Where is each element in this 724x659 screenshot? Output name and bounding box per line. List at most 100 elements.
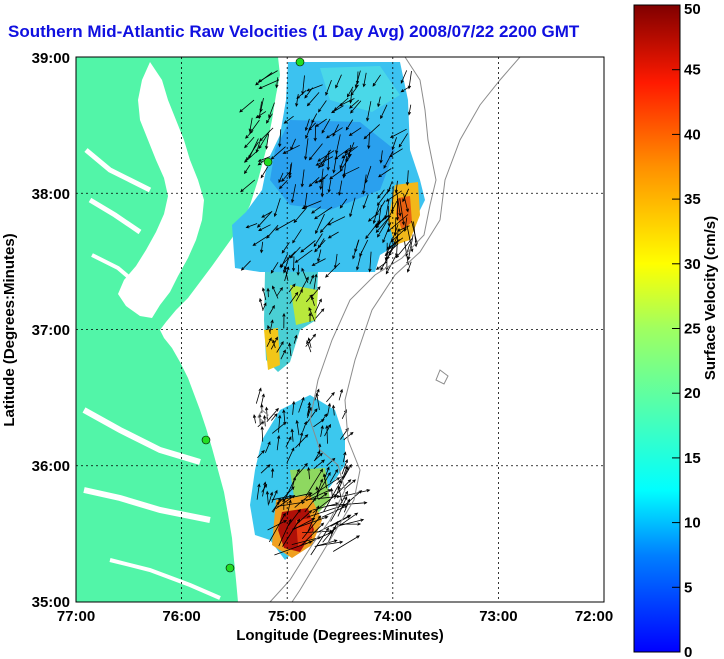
velocity-arrow [318,149,331,169]
velocity-arrow [398,133,408,148]
velocity-arrow [290,428,294,442]
velocity-arrow [325,425,329,444]
velocity-arrow [344,146,355,154]
colorbar-tick-label: 5 [684,579,692,596]
velocity-arrow [278,129,282,148]
velocity-arrow [268,102,275,119]
velocity-arrow [315,486,319,499]
velocity-arrow [319,217,334,233]
velocity-arrow [333,479,352,498]
y-tick-label: 37:00 [32,322,70,339]
velocity-arrow [332,535,360,552]
velocity-arrow [287,508,301,526]
velocity-arrow [282,518,301,547]
velocity-arrow [255,72,273,86]
velocity-arrow [256,210,273,228]
velocity-arrow [260,241,264,254]
velocity-arrow [318,174,329,183]
velocity-arrow [268,304,275,315]
radar-stations [201,57,305,573]
velocity-arrow [268,512,286,543]
velocity-arrow [291,184,296,204]
river-inlet [109,558,221,600]
velocity-arrow [327,501,368,507]
velocity-arrow [326,391,335,403]
velocity-arrow [345,119,354,131]
velocity-arrow [327,402,331,416]
radar-station-marker [201,435,211,445]
colorbar-tick-label: 50 [684,1,701,18]
velocity-arrow [257,449,265,459]
velocity-arrow [324,423,331,437]
y-tick-label: 38:00 [32,186,70,203]
velocity-arrow [298,431,304,447]
velocity-arrow [308,477,341,498]
colorbar-tick-label: 10 [684,515,701,532]
x-tick-label: 75:00 [268,608,306,625]
graticule [76,57,604,602]
velocity-arrow [269,319,274,333]
bathymetry-contours [257,57,521,602]
velocity-arrow [282,409,286,424]
velocity-arrow [325,262,341,278]
velocity-arrow [294,249,313,263]
radar-station-marker [263,157,273,167]
velocity-arrow [267,324,271,334]
velocity-arrow [405,170,410,186]
velocity-arrow [266,113,273,124]
velocity-arrow [338,180,343,196]
velocity-arrow [320,425,324,437]
velocity-arrow [362,72,367,88]
velocity-arrow [258,130,271,150]
velocity-arrow [356,251,363,271]
velocity-arrow [317,540,344,547]
velocity-arrow [266,337,272,347]
velocity-arrow [260,166,269,179]
velocity-arrow [348,127,362,137]
velocity-arrow [265,490,270,506]
velocity-arrow [339,489,371,498]
velocity-arrow [317,238,325,249]
velocity-arrow [308,307,316,322]
velocity-arrow [306,404,311,416]
velocity-arrow [335,134,341,155]
velocity-arrow [257,156,271,162]
velocity-arrow [265,441,271,453]
velocity-arrow [327,231,339,239]
velocity-arrow [260,425,264,442]
velocity-arrow [312,471,331,503]
velocity-arrow [343,479,356,490]
velocity-arrow [331,404,336,416]
velocity-arrow [379,150,383,164]
velocity-arrow [407,104,412,116]
velocity-arrow [243,164,251,175]
velocity-arrow [310,295,315,306]
velocity-arrow [282,312,286,329]
velocity-arrow [342,451,347,463]
velocity-arrow [321,413,328,421]
velocity-arrow [305,468,323,497]
velocity-arrow [288,164,292,177]
velocity-arrow [325,127,343,139]
velocity-arrow [338,388,343,401]
velocity-arrow [319,168,324,191]
velocity-arrow [289,291,299,304]
river-inlet [83,487,211,523]
velocity-arrow [386,214,409,233]
velocity-arrow [306,92,320,107]
velocity-arrow [275,219,295,231]
river-inlet [88,197,142,235]
velocity-arrow [305,489,332,502]
velocity-arrow [276,286,283,297]
velocity-arrow [325,79,332,96]
velocity-arrow [400,85,411,93]
velocity-arrow [293,206,308,224]
velocity-arrow [308,143,323,161]
velocity-arrow [305,118,315,139]
velocity-arrow [245,130,254,139]
velocity-arrow [400,70,408,84]
colorbar-tick-label: 20 [684,385,701,402]
velocity-arrow [245,223,258,229]
velocity-arrow [249,119,260,135]
